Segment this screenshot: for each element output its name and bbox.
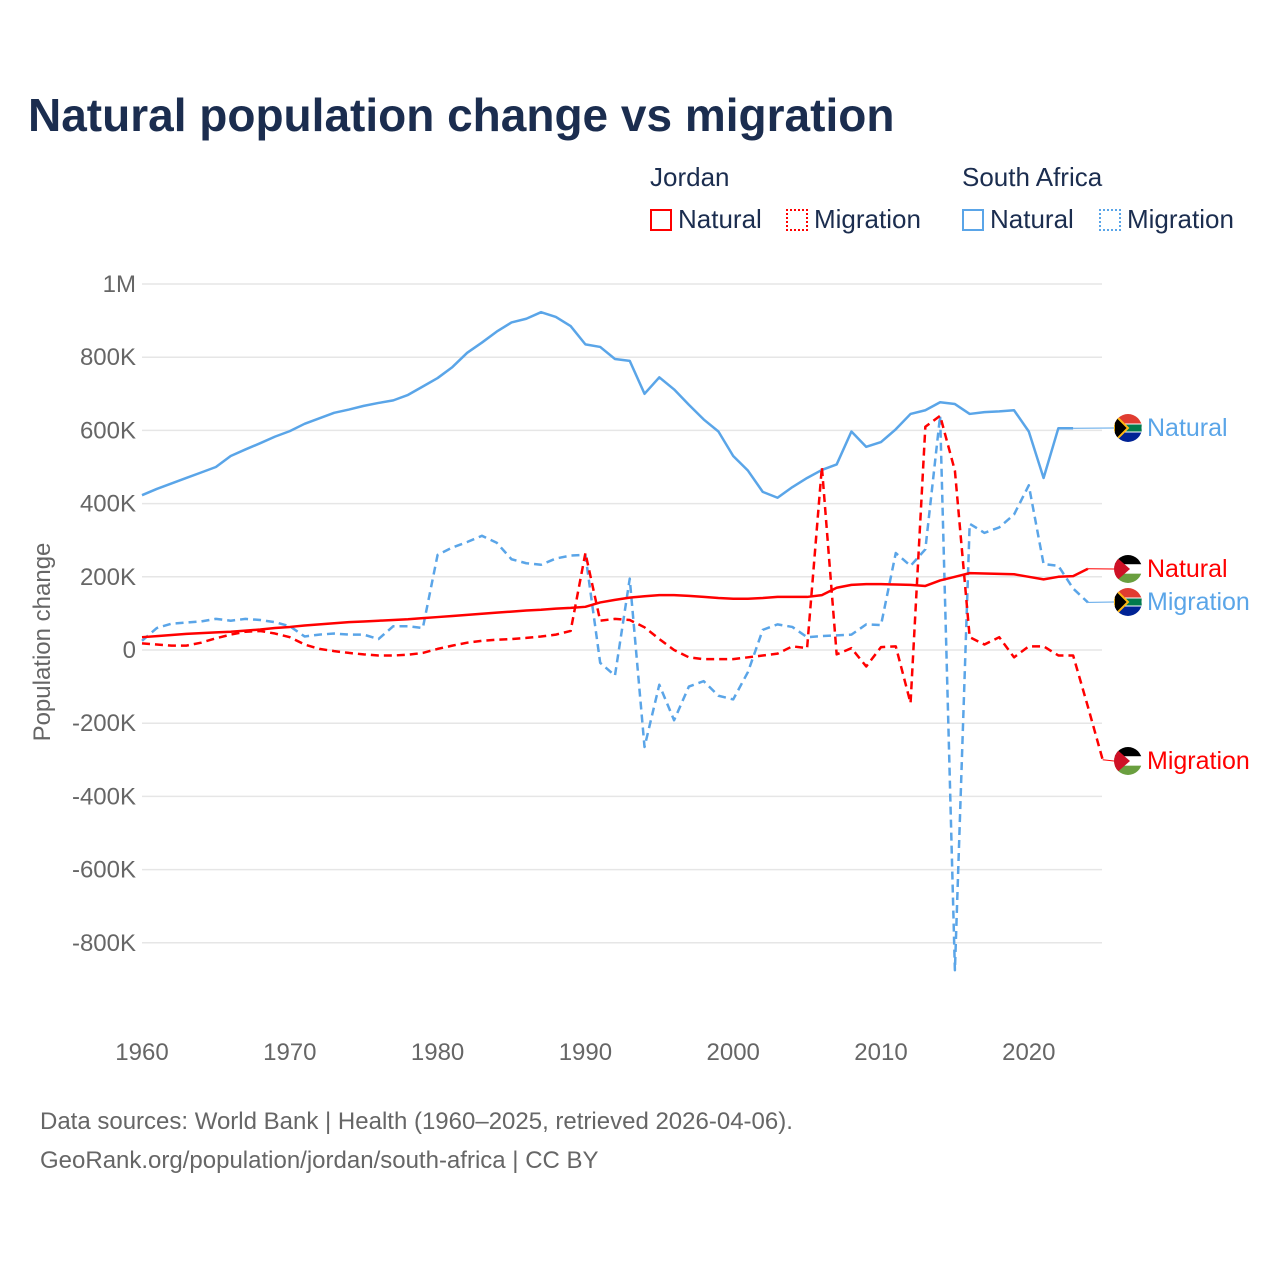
legend-group-south-africa: South Africa <box>962 162 1103 192</box>
y-tick-label: 800K <box>80 344 136 371</box>
y-tick-label: -600K <box>72 857 136 884</box>
jordan-flag-icon <box>1114 747 1142 775</box>
legend-sa-migration[interactable]: Migration <box>1099 204 1234 235</box>
y-tick-label: 0 <box>123 637 136 664</box>
y-tick-label: 1M <box>103 271 136 298</box>
chart-title: Natural population change vs migration <box>28 89 895 141</box>
end-label: Migration <box>1147 747 1250 775</box>
legend-jordan-migration[interactable]: Migration <box>786 204 921 235</box>
label-connector <box>1102 759 1115 762</box>
end-label: Natural <box>1147 555 1228 583</box>
x-tick-label: 1960 <box>115 1039 168 1066</box>
legend-swatch <box>1099 209 1121 231</box>
y-tick-label: -800K <box>72 930 136 957</box>
jordan-flag-icon <box>1114 555 1142 583</box>
y-tick-label: -200K <box>72 710 136 737</box>
y-tick-label: 400K <box>80 491 136 518</box>
legend-label: Natural <box>678 204 762 234</box>
source-line-1: Data sources: World Bank | Health (1960–… <box>40 1108 793 1135</box>
y-tick-label: 200K <box>80 564 136 591</box>
x-tick-label: 2020 <box>1002 1039 1055 1066</box>
legend-group-jordan: Jordan <box>650 162 730 192</box>
legend-label: Migration <box>1127 204 1234 234</box>
end-label: Migration <box>1147 588 1250 616</box>
x-tick-label: 2010 <box>854 1039 907 1066</box>
end-label: Natural <box>1147 414 1228 442</box>
legend-sa-natural[interactable]: Natural <box>962 204 1074 235</box>
south-africa-flag-icon <box>1114 414 1142 442</box>
series-line-south-africa-migration <box>141 414 1089 972</box>
legend-label: Migration <box>814 204 921 234</box>
y-axis-label: Population change <box>29 543 56 742</box>
x-tick-label: 1980 <box>411 1039 464 1066</box>
south-africa-flag-icon <box>1114 588 1142 616</box>
y-tick-label: 600K <box>80 417 136 444</box>
legend-swatch <box>962 209 984 231</box>
series-line-jordan-natural <box>141 567 1089 639</box>
x-tick-label: 1990 <box>559 1039 612 1066</box>
legend-swatch <box>786 209 808 231</box>
legend-label: Natural <box>990 204 1074 234</box>
x-tick-label: 1970 <box>263 1039 316 1066</box>
y-tick-label: -400K <box>72 783 136 810</box>
x-tick-label: 2000 <box>707 1039 760 1066</box>
series-line-south-africa-natural <box>141 310 1074 499</box>
legend-swatch <box>650 209 672 231</box>
source-line-2[interactable]: GeoRank.org/population/jordan/south-afri… <box>40 1147 599 1174</box>
legend-jordan-natural[interactable]: Natural <box>650 204 762 235</box>
series-line-jordan-migration <box>141 414 1104 761</box>
